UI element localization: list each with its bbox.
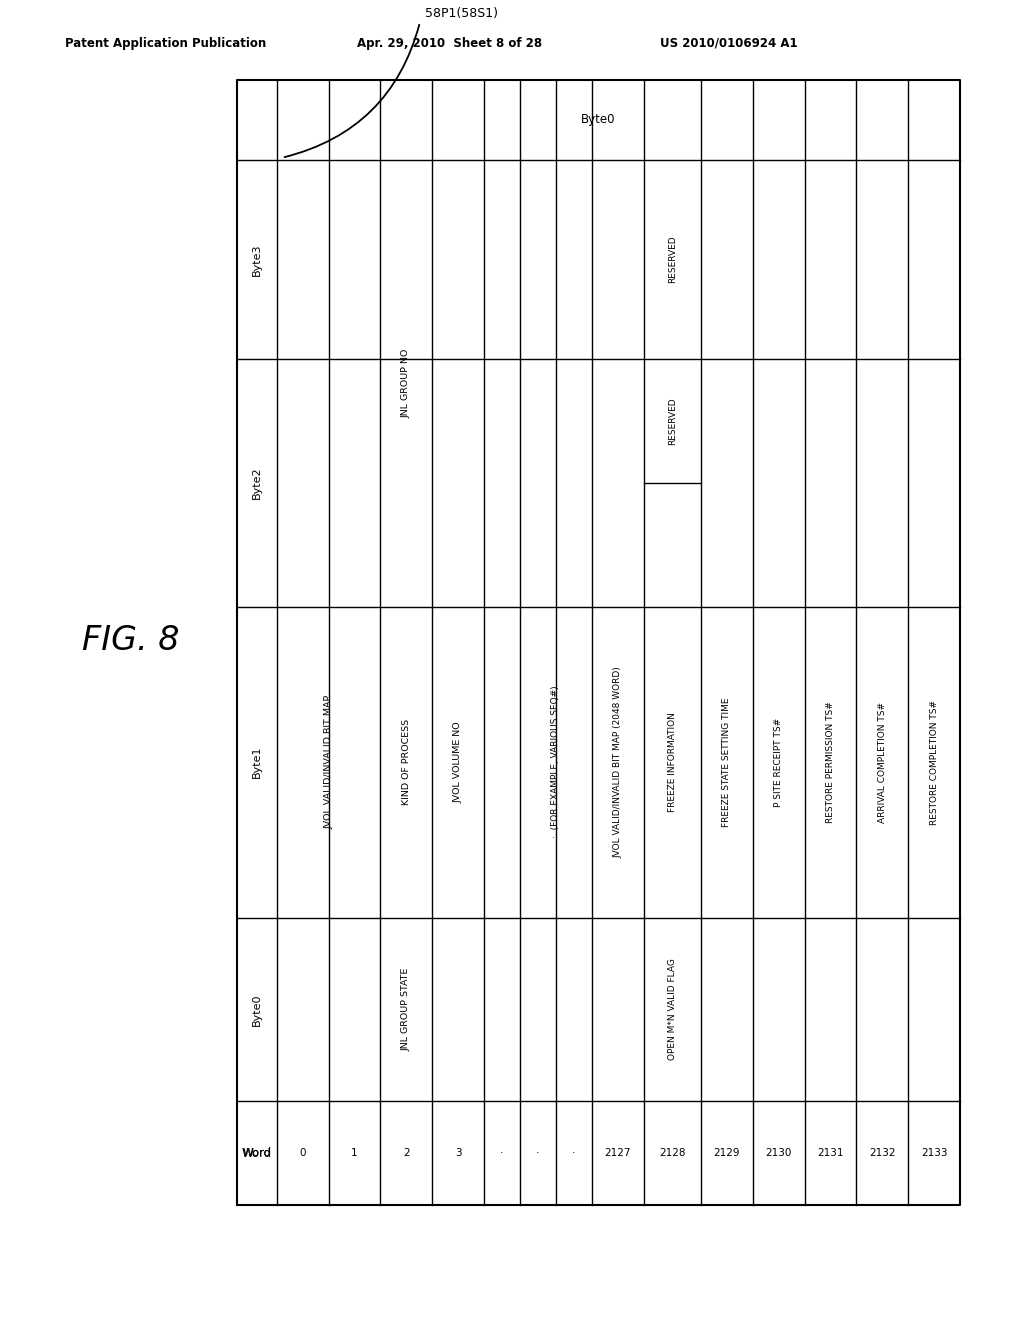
Text: ·: · bbox=[501, 1148, 504, 1158]
Text: ·  (FOR EXAMPLE, VARIOUS SEQ#): · (FOR EXAMPLE, VARIOUS SEQ#) bbox=[551, 686, 560, 838]
Text: 2128: 2128 bbox=[659, 1148, 685, 1158]
Text: OPEN M*N VALID FLAG: OPEN M*N VALID FLAG bbox=[668, 958, 677, 1060]
Text: 2129: 2129 bbox=[714, 1148, 740, 1158]
Text: Word: Word bbox=[242, 1147, 272, 1160]
Text: FIG. 8: FIG. 8 bbox=[82, 623, 179, 656]
Text: 2131: 2131 bbox=[817, 1148, 844, 1158]
Text: 2127: 2127 bbox=[604, 1148, 631, 1158]
Text: ·: · bbox=[537, 1148, 540, 1158]
Text: JVOL VALID/INVALID BIT MAP: JVOL VALID/INVALID BIT MAP bbox=[325, 696, 333, 829]
Text: Byte0: Byte0 bbox=[582, 114, 615, 127]
Text: JNL GROUP NO: JNL GROUP NO bbox=[401, 348, 411, 418]
Text: 2133: 2133 bbox=[921, 1148, 947, 1158]
Text: ·: · bbox=[572, 1148, 575, 1158]
Text: Byte0: Byte0 bbox=[252, 993, 262, 1026]
Text: Patent Application Publication: Patent Application Publication bbox=[65, 37, 266, 50]
Text: Word: Word bbox=[243, 1148, 271, 1158]
Text: Byte3: Byte3 bbox=[252, 243, 262, 276]
Text: Byte2: Byte2 bbox=[252, 466, 262, 499]
Text: 2: 2 bbox=[403, 1148, 410, 1158]
Text: 58P1(58S1): 58P1(58S1) bbox=[425, 7, 498, 20]
Text: KIND OF PROCESS: KIND OF PROCESS bbox=[401, 719, 411, 805]
Text: 3: 3 bbox=[455, 1148, 462, 1158]
Text: US 2010/0106924 A1: US 2010/0106924 A1 bbox=[660, 37, 798, 50]
Text: 1: 1 bbox=[351, 1148, 358, 1158]
Text: 2130: 2130 bbox=[766, 1148, 792, 1158]
Text: FREEZE STATE SETTING TIME: FREEZE STATE SETTING TIME bbox=[722, 697, 731, 826]
Text: RESTORE PERMISSION TS#: RESTORE PERMISSION TS# bbox=[826, 701, 835, 824]
Text: JNL GROUP STATE: JNL GROUP STATE bbox=[401, 968, 411, 1051]
Text: Apr. 29, 2010  Sheet 8 of 28: Apr. 29, 2010 Sheet 8 of 28 bbox=[357, 37, 542, 50]
Text: FREEZE INFORMATION: FREEZE INFORMATION bbox=[668, 713, 677, 812]
Text: Byte1: Byte1 bbox=[252, 746, 262, 779]
Text: JVOL VOLUME NO: JVOL VOLUME NO bbox=[454, 721, 463, 803]
Text: RESERVED: RESERVED bbox=[668, 397, 677, 445]
Text: 0: 0 bbox=[299, 1148, 306, 1158]
Text: ARRIVAL COMPLETION TS#: ARRIVAL COMPLETION TS# bbox=[878, 702, 887, 822]
Text: JVOL VALID/INVALID BIT MAP (2048 WORD): JVOL VALID/INVALID BIT MAP (2048 WORD) bbox=[613, 667, 623, 858]
Text: P SITE RECEIPT TS#: P SITE RECEIPT TS# bbox=[774, 718, 783, 807]
Text: RESERVED: RESERVED bbox=[668, 236, 677, 284]
Text: 2132: 2132 bbox=[869, 1148, 896, 1158]
Text: RESTORE COMPLETION TS#: RESTORE COMPLETION TS# bbox=[930, 700, 939, 825]
